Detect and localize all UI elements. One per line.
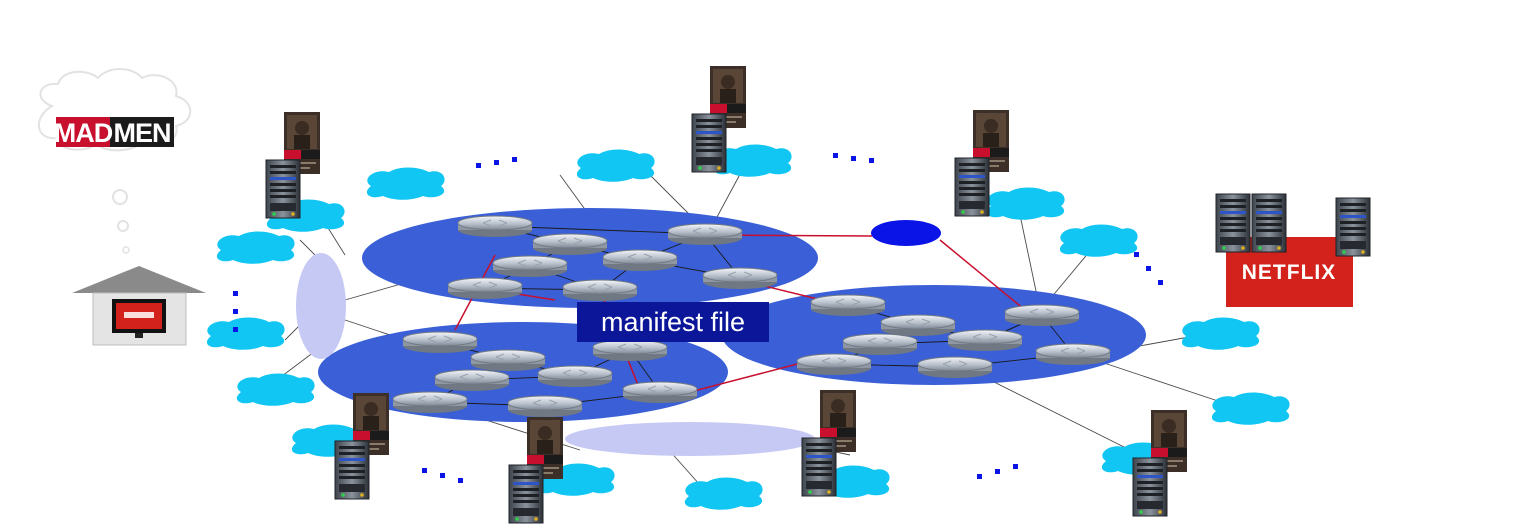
- router-icon: [796, 353, 872, 376]
- router-icon: [537, 365, 613, 388]
- access-network: [1181, 317, 1260, 350]
- router-icon: [810, 294, 886, 317]
- ellipsis-group: [233, 153, 1163, 483]
- ellipsis-dots: [977, 464, 1018, 479]
- router-icon: [880, 314, 956, 337]
- router-icon: [667, 223, 743, 246]
- access-network: [366, 167, 445, 200]
- router-icon: [917, 356, 993, 379]
- server-icon: [1215, 193, 1251, 253]
- server-icon: [265, 159, 301, 219]
- ellipsis-dots: [233, 291, 238, 332]
- router-icon: [507, 395, 583, 418]
- madmen-logo: MAD MEN: [54, 117, 174, 148]
- cdn-server: [334, 393, 389, 500]
- manifest-file-text: manifest file: [601, 307, 745, 337]
- router-icon: [622, 381, 698, 404]
- access-network: [684, 477, 763, 510]
- ellipsis-dots: [1134, 252, 1163, 285]
- house-icon: [72, 266, 206, 293]
- server-icon: [1251, 193, 1287, 253]
- router-icon: [470, 349, 546, 372]
- ellipsis-dots: [422, 468, 463, 483]
- home: [72, 266, 206, 346]
- bottom-access-link: [565, 422, 815, 456]
- access-network: [1059, 224, 1138, 257]
- router-icon: [702, 267, 778, 290]
- netflix-origin: NETFLIX: [1215, 193, 1371, 307]
- netflix-label: NETFLIX: [1242, 261, 1337, 284]
- ellipsis-dots: [476, 157, 517, 168]
- router-icon: [457, 215, 533, 238]
- access-network: [576, 149, 655, 182]
- router-icon: [947, 329, 1023, 352]
- madmen-logo-men: MEN: [114, 118, 171, 148]
- router-icon: [434, 369, 510, 392]
- ellipsis-dots: [833, 153, 874, 163]
- router-icon: [1035, 343, 1111, 366]
- access-network: [1211, 392, 1290, 425]
- server-icon: [1132, 457, 1168, 517]
- thought-cloud-icon: [37, 68, 192, 254]
- access-network: [986, 187, 1065, 220]
- access-network: [206, 317, 285, 350]
- router-icon: [562, 279, 638, 302]
- home-access-link: [296, 253, 346, 359]
- server-icon: [508, 464, 544, 524]
- router-icon: [592, 339, 668, 362]
- edge-router: [871, 220, 941, 246]
- server-icon: [334, 440, 370, 500]
- server-icon: [801, 437, 837, 497]
- server-icon: [691, 113, 727, 173]
- access-network: [216, 231, 295, 264]
- server-icon: [954, 157, 990, 217]
- router-icon: [842, 333, 918, 356]
- router-icon: [402, 331, 478, 354]
- cdn-server: [508, 417, 563, 524]
- router-icon: [532, 233, 608, 256]
- router-icon: [447, 277, 523, 300]
- manifest-file-label: manifest file: [577, 302, 769, 342]
- access-network: [236, 373, 315, 406]
- madmen-logo-mad: MAD: [54, 118, 113, 148]
- router-icon: [602, 249, 678, 272]
- server-icon: [1335, 197, 1371, 257]
- router-icon: [1004, 304, 1080, 327]
- cdn-server: [1132, 410, 1187, 517]
- router-icon: [392, 391, 468, 414]
- router-icon: [492, 255, 568, 278]
